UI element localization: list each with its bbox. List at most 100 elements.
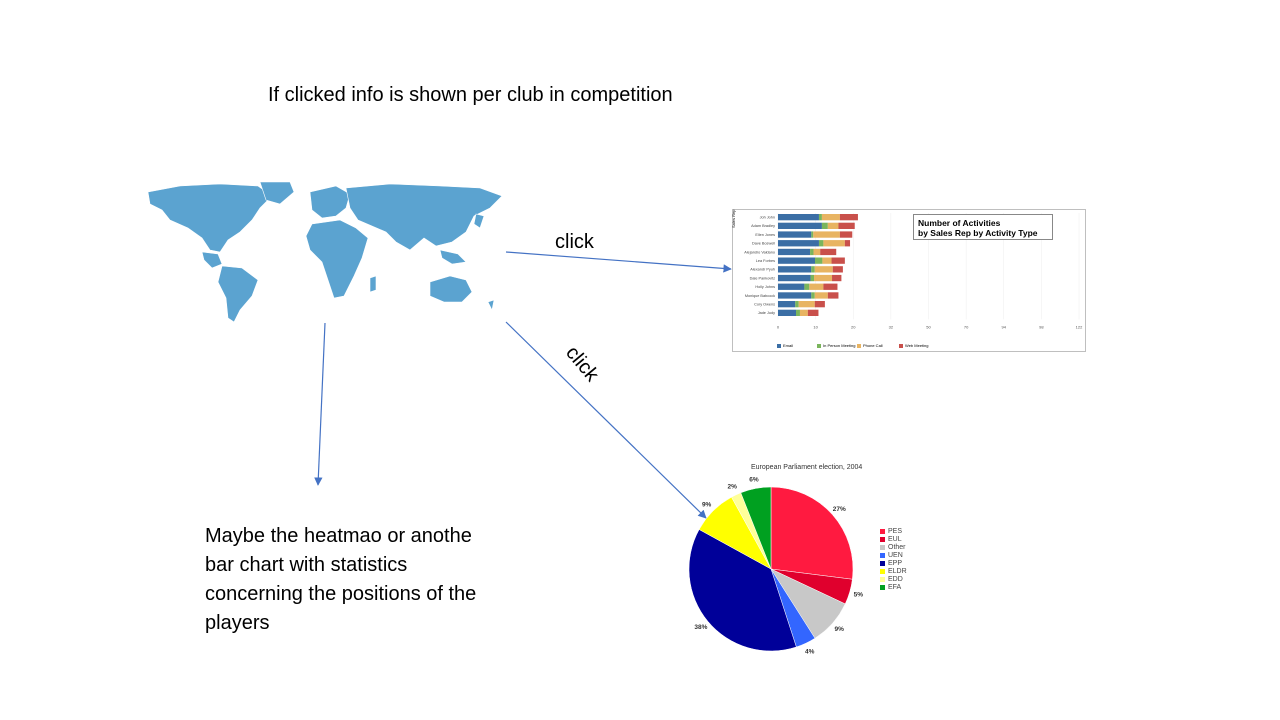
- pie-slice-label: 6%: [749, 477, 759, 484]
- x-tick-label: 10: [813, 324, 818, 329]
- pie-slice[interactable]: [740, 486, 772, 570]
- legend-label: Email: [783, 343, 794, 348]
- pie-slice-label: 27%: [833, 506, 846, 513]
- pie-legend-item: Other: [880, 544, 907, 552]
- legend-label: PES: [888, 528, 903, 535]
- category-label: Monique Babcock: [745, 294, 775, 298]
- arrow-to-pie-chart: [505, 321, 707, 519]
- category-label: Jade Judy: [758, 311, 775, 315]
- bar-segment: [823, 283, 838, 290]
- category-label: Alexandr Pyuh: [750, 268, 775, 272]
- bar-segment: [820, 248, 837, 256]
- legend-swatch: [880, 544, 885, 550]
- legend-swatch: [857, 343, 861, 348]
- pie-legend-item: ELDR: [880, 568, 907, 576]
- x-tick-label: 70: [964, 324, 969, 329]
- pie-chart-title: European Parliament election, 2004: [751, 464, 863, 471]
- bar-segment: [814, 266, 833, 273]
- bar-segment: [831, 257, 845, 264]
- bar-segment: [778, 283, 805, 290]
- bar-segment: [827, 222, 839, 229]
- bar-segment: [778, 214, 819, 221]
- bar-segment: [778, 240, 819, 247]
- bar-segment: [778, 274, 811, 282]
- x-tick-label: 98: [1039, 324, 1044, 329]
- bar-segment: [811, 292, 815, 299]
- pie-slice-label: 9%: [702, 502, 712, 509]
- bar-segment: [838, 222, 855, 229]
- bar-segment: [814, 292, 828, 299]
- bar-segment: [832, 266, 843, 273]
- bar-segment: [814, 274, 833, 282]
- bar-segment: [809, 283, 824, 290]
- bar-segment: [804, 283, 810, 290]
- bar-legend-item: Web Meeting: [899, 343, 929, 348]
- bar-segment: [795, 301, 799, 308]
- legend-swatch: [880, 560, 885, 566]
- bar-segment: [798, 301, 815, 308]
- legend-swatch: [880, 552, 885, 558]
- legend-label: EFA: [888, 584, 902, 591]
- x-tick-label: 122: [1076, 324, 1083, 329]
- bar-segment: [822, 257, 832, 264]
- pie-legend-item: EUL: [880, 536, 907, 544]
- pie-slice[interactable]: [770, 486, 854, 580]
- x-tick-label: 32: [889, 324, 894, 329]
- bar-segment: [811, 231, 814, 238]
- legend-swatch: [880, 568, 885, 574]
- bar-segment: [778, 248, 811, 256]
- bar-segment: [810, 248, 814, 256]
- bar-segment: [827, 292, 839, 299]
- bar-segment: [821, 222, 828, 229]
- bar-segment: [778, 266, 812, 273]
- category-label: Lea Forbes: [756, 259, 775, 263]
- bar-segment: [778, 222, 822, 229]
- pie-slice[interactable]: [688, 529, 797, 652]
- pie-chart[interactable]: 27% 5% 9% 4% 38% 9% 2% 6%: [680, 474, 870, 660]
- bar-chart-title-line: by Sales Rep by Activity Type: [918, 228, 1038, 238]
- pie-slice-label: 38%: [694, 624, 707, 631]
- pie-slice-label: 4%: [805, 648, 815, 655]
- bar-legend-item: Email: [777, 343, 793, 348]
- pie-slice-label: 9%: [835, 626, 845, 633]
- category-label: Ellen Jones: [755, 233, 775, 237]
- bar-segment: [839, 231, 853, 238]
- bar-segment: [813, 248, 821, 256]
- bar-segment: [778, 309, 797, 316]
- bar-chart-title-line: Number of Activities: [918, 218, 1001, 228]
- bar-segment: [811, 266, 815, 273]
- bar-segment: [818, 240, 824, 247]
- bar-segment: [844, 240, 851, 247]
- bar-segment: [778, 257, 816, 264]
- bar-segment: [839, 214, 858, 221]
- category-label: Cory Owens: [754, 303, 775, 307]
- bar-segment: [813, 231, 840, 238]
- x-tick-label: 50: [926, 324, 931, 329]
- pie-legend-item: UEN: [880, 552, 907, 560]
- legend-label: Phone Call: [863, 343, 883, 348]
- bar-chart-thumbnail[interactable]: 0 10 20 32 50 70 94 98 122 Joh John Adam Bradley El…: [731, 209, 1086, 352]
- x-tick-label: 94: [1002, 324, 1007, 329]
- x-tick-label: 0: [777, 324, 780, 329]
- legend-label: EUL: [888, 536, 902, 543]
- bar-segment: [815, 257, 823, 264]
- legend-swatch: [880, 584, 885, 590]
- legend-swatch: [899, 343, 903, 348]
- bar-segment: [778, 301, 796, 308]
- world-map[interactable]: [140, 180, 510, 325]
- bar-segment: [832, 274, 842, 282]
- legend-label: EPP: [888, 560, 903, 567]
- bar-legend-item: Phone Call: [857, 343, 883, 348]
- bar-segment: [796, 309, 800, 316]
- bar-chart-ylabel: Sales Rep: [731, 209, 736, 228]
- legend-swatch: [880, 528, 885, 534]
- legend-swatch: [880, 576, 885, 582]
- category-label: Alejandro Valdano: [744, 250, 775, 254]
- bar-segment: [807, 309, 819, 316]
- category-label: Joh John: [760, 216, 775, 220]
- x-tick-label: 20: [851, 324, 856, 329]
- bar-segment: [821, 214, 840, 221]
- category-label: Dave Boswell: [752, 242, 775, 246]
- legend-swatch: [777, 343, 781, 348]
- bar-segment: [823, 240, 845, 247]
